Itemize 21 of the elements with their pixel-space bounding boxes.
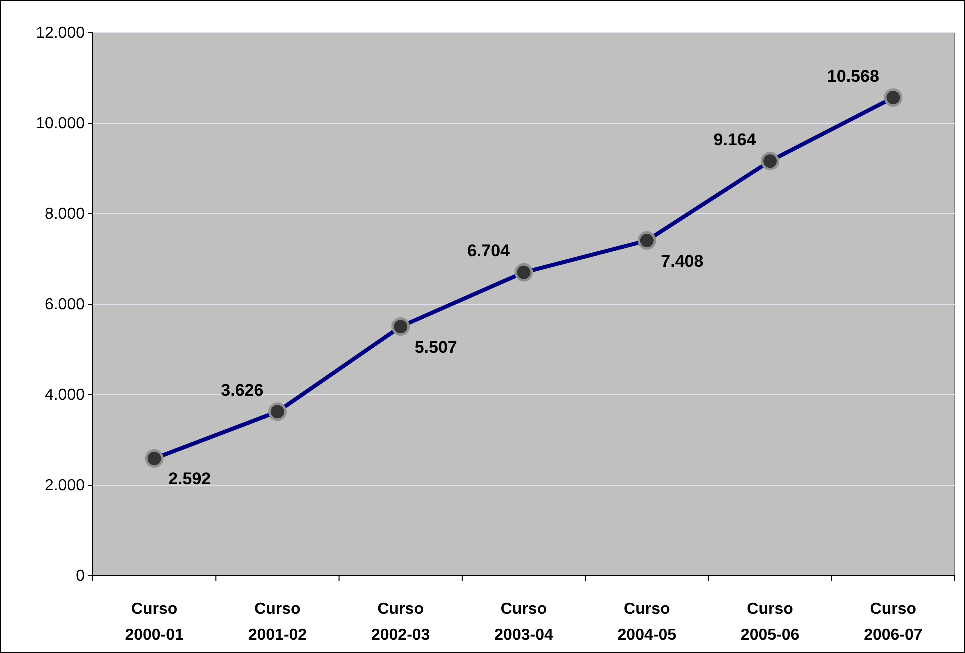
y-tick-label: 8.000 (44, 206, 86, 224)
y-tick-label: 10.000 (36, 116, 86, 133)
x-tick-label: Curso 2003-04 (494, 601, 554, 644)
data-label: 6.704 (467, 242, 511, 261)
data-label: 7.408 (661, 252, 704, 271)
x-tick-label: Curso 2006-07 (864, 601, 923, 644)
y-tick-label: 4.000 (44, 387, 86, 404)
x-tick-label: Curso 2004-05 (618, 601, 677, 644)
data-label: 3.626 (221, 380, 264, 400)
y-tick-label: 2.000 (44, 478, 86, 495)
data-label: 10.568 (827, 66, 880, 86)
x-tick-label: Curso 2000-01 (125, 601, 184, 644)
x-tick-label: Curso 2001-02 (248, 601, 308, 644)
x-tick-label: Curso 2002-03 (372, 601, 430, 644)
y-tick-label: 6.000 (44, 296, 86, 314)
y-tick-label: 0 (76, 568, 86, 586)
x-tick-label: Curso 2005-06 (740, 601, 800, 644)
data-label: 5.507 (414, 338, 458, 357)
data-label: 9.164 (714, 130, 757, 150)
data-label: 2.592 (168, 470, 212, 489)
y-tick-label: 12.000 (36, 25, 86, 42)
